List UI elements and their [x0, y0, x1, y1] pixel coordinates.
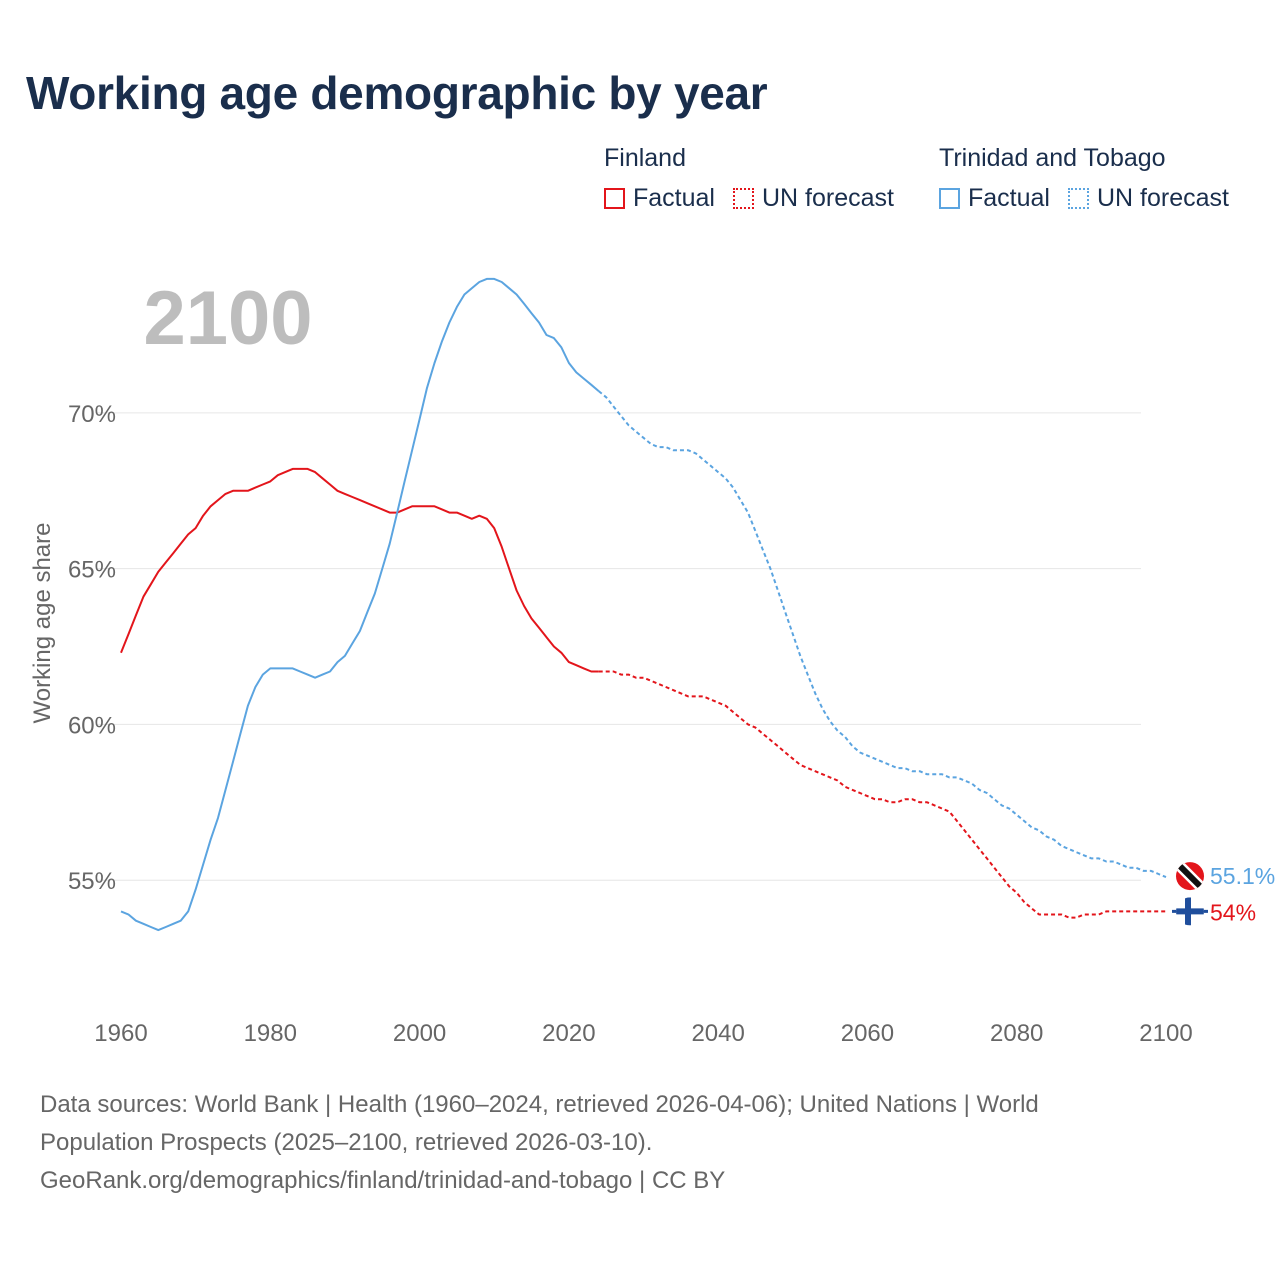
source-line-2: Population Prospects (2025–2100, retriev…: [40, 1129, 653, 1156]
y-tick-label: 55%: [68, 868, 116, 895]
legend-label: Factual: [968, 184, 1050, 212]
legend-label: UN forecast: [761, 184, 894, 212]
x-tick-label: 2040: [691, 1020, 744, 1047]
legend-group-finland: Finland Factual UN forecast: [604, 144, 912, 213]
year-watermark: 2100: [143, 276, 312, 361]
x-tick-label: 2020: [542, 1020, 595, 1047]
x-tick-label: 2100: [1139, 1020, 1192, 1047]
end-value-label-finland: 54%: [1210, 899, 1256, 925]
legend-swatch-solid: [939, 188, 960, 209]
series-line-trinidad-and-tobago-forecast[interactable]: [598, 390, 1167, 879]
y-tick-label: 60%: [68, 712, 116, 739]
source-line-1: Data sources: World Bank | Health (1960–…: [40, 1091, 1039, 1118]
legend-item-tt-factual[interactable]: Factual: [939, 184, 1050, 213]
legend-group-label: Finland: [604, 144, 686, 172]
legend-swatch-dotted: [1067, 188, 1089, 209]
x-tick-label: 2080: [990, 1020, 1043, 1047]
legend-item-finland-forecast[interactable]: UN forecast: [732, 184, 894, 213]
series-line-finland-forecast[interactable]: [598, 670, 1166, 919]
legend-label: UN forecast: [1096, 184, 1229, 212]
legend-swatch-dotted: [732, 188, 754, 209]
flag-marker-finland: [1172, 897, 1208, 926]
x-tick-label: 2000: [393, 1020, 446, 1047]
series-line-finland-factual[interactable]: [120, 467, 599, 673]
x-tick-label: 1980: [244, 1020, 297, 1047]
chart-title: Working age demographic by year: [26, 67, 768, 119]
y-tick-label: 65%: [68, 557, 116, 584]
y-axis-title: Working age share: [29, 523, 56, 724]
legend-item-finland-factual[interactable]: Factual: [604, 184, 715, 213]
source-note: Data sources: World Bank | Health (1960–…: [40, 1086, 1220, 1200]
end-value-label-trinidad-and-tobago: 55.1%: [1210, 863, 1275, 889]
legend-swatch-solid: [604, 188, 625, 209]
legend-item-tt-forecast[interactable]: UN forecast: [1067, 184, 1229, 213]
legend-label: Factual: [633, 184, 715, 212]
flag-marker-trinidad-and-tobago: [1176, 862, 1204, 891]
x-tick-label: 2060: [841, 1020, 894, 1047]
x-tick-label: 1960: [94, 1020, 147, 1047]
y-tick-label: 70%: [68, 401, 116, 428]
source-line-3[interactable]: GeoRank.org/demographics/finland/trinida…: [40, 1167, 726, 1194]
legend-group-trinidad-and-tobago: Trinidad and Tobago Factual UN forecast: [939, 144, 1247, 213]
series-line-trinidad-and-tobago-factual[interactable]: [120, 277, 600, 932]
legend-group-label: Trinidad and Tobago: [939, 144, 1166, 172]
